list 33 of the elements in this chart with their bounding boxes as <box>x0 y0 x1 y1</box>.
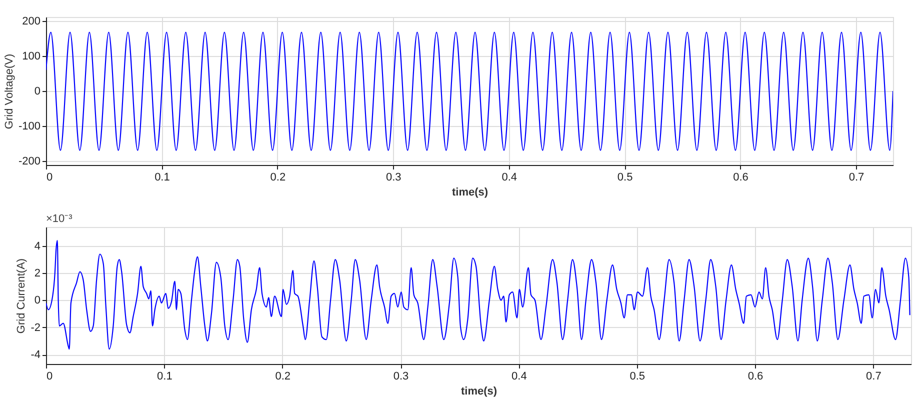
x-tick-label: 0.2 <box>275 370 290 382</box>
y-axis-title: Grid Voltage(V) <box>3 54 16 130</box>
y-tick-label: 0 <box>34 294 40 307</box>
x-tick-label: 0.2 <box>270 172 286 184</box>
y-tick-label: -2 <box>30 322 40 334</box>
y-axis-title: Grid Current(A) <box>16 258 28 334</box>
y-tick-label: -4 <box>30 349 40 362</box>
y-tick-label: 2 <box>34 268 40 280</box>
y-tick-label: -100 <box>18 120 40 132</box>
y-tick-label: 100 <box>22 50 40 63</box>
x-axis-title: time(s) <box>460 386 498 398</box>
x-tick-label: 0.1 <box>154 172 170 184</box>
x-tick-label: 0 <box>46 370 53 382</box>
x-tick-label: 0.4 <box>512 370 527 382</box>
x-tick-label: 0 <box>46 172 53 184</box>
y-tick-label: 200 <box>22 16 40 28</box>
x-tick-label: 0.1 <box>157 370 172 382</box>
y-tick-label: -200 <box>18 155 40 168</box>
x-tick-label: 0.7 <box>866 370 882 382</box>
x-tick-label: 0.3 <box>393 370 409 382</box>
x-tick-label: 0.6 <box>748 370 764 382</box>
x-tick-label: 0.7 <box>848 172 864 184</box>
y-tick-label: 0 <box>34 86 40 98</box>
line-series <box>46 32 893 151</box>
x-tick-label: 0.3 <box>386 172 402 184</box>
text: ×10⁻³ <box>46 213 73 225</box>
line-series <box>46 240 910 350</box>
x-tick-label: 0.5 <box>617 172 633 184</box>
y-tick-label: 4 <box>34 240 40 252</box>
x-axis-title: time(s) <box>452 186 488 198</box>
x-tick-label: 0.6 <box>733 172 748 184</box>
x-tick-label: 0.4 <box>502 172 517 184</box>
x-tick-label: 0.5 <box>630 370 645 382</box>
